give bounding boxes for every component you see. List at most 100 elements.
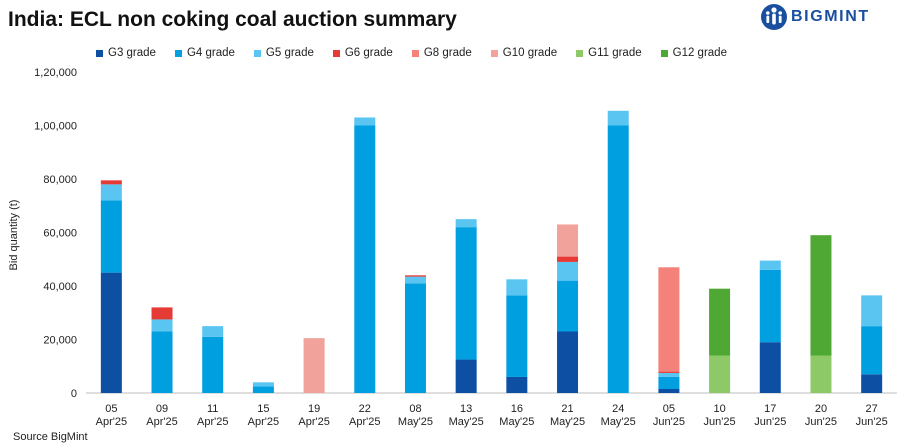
chart-title: India: ECL non coking coal auction summa… [8, 8, 457, 31]
legend-swatch [253, 49, 261, 57]
x-tick-label-month: Jun'25 [754, 416, 786, 428]
x-tick-label-month: Apr'25 [248, 416, 279, 428]
x-tick-label-month: Apr'25 [146, 416, 177, 428]
x-tick-label-day: 11 [207, 403, 218, 415]
legend-swatch [411, 49, 419, 57]
bar-segment-g3-grade [759, 342, 781, 393]
x-tick-label-day: 19 [308, 403, 320, 415]
x-tick-label-day: 21 [561, 403, 573, 415]
x-tick-label-month: Jun'25 [653, 416, 685, 428]
legend-label: G10 grade [502, 47, 558, 59]
x-tick-label-day: 15 [257, 403, 269, 415]
legend-label: G6 grade [344, 47, 393, 59]
bar-segment-g3-grade [455, 359, 477, 393]
x-tick-label-day: 20 [815, 403, 827, 415]
legend-item: G5 grade [253, 47, 314, 59]
x-tick-label-month: May'25 [398, 416, 433, 428]
legend-label: G12 grade [672, 47, 727, 59]
x-tick-label-month: Apr'25 [197, 416, 228, 428]
bar-segment-g4-grade [202, 336, 224, 393]
x-tick-label-day: 05 [105, 403, 117, 415]
legend-swatch [174, 49, 182, 57]
bar-segment-g12-grade [810, 235, 832, 356]
x-tick-label-month: Jun'25 [805, 416, 837, 428]
legend-label: G11 grade [588, 47, 642, 59]
legend-item: G11 grade [576, 47, 642, 59]
bar-segment-g5-grade [202, 326, 224, 337]
legend-label: G3 grade [108, 47, 156, 59]
legend-swatch [660, 49, 668, 57]
x-tick-label-day: 05 [663, 403, 675, 415]
bar-segment-g11-grade [810, 355, 832, 393]
legend-item: G6 grade [332, 47, 393, 59]
legend-item: G12 grade [660, 47, 727, 59]
x-tick-label-month: Jun'25 [704, 416, 736, 428]
x-tick-label-day: 22 [359, 403, 371, 415]
bar-segment-g4-grade [557, 280, 579, 332]
bar-segment-g5-grade [252, 382, 274, 387]
bar-segment-g5-grade [658, 372, 680, 377]
bar-segment-g6-grade [404, 275, 426, 277]
bar-segment-g3-grade [658, 388, 680, 393]
y-tick-label: 1,00,000 [34, 121, 77, 133]
bar-segment-g5-grade [506, 279, 528, 296]
x-tick-label-month: Apr'25 [349, 416, 380, 428]
y-tick-label: 0 [71, 388, 77, 400]
legend-label: G8 grade [423, 47, 472, 59]
legend-label: G5 grade [265, 47, 314, 59]
bar-segment-g12-grade [709, 288, 731, 356]
bar-segment-g6-grade [557, 256, 579, 262]
bar-segment-g6-grade [151, 307, 173, 320]
legend-swatch [490, 49, 498, 57]
x-tick-label-day: 17 [764, 403, 776, 415]
y-tick-label: 80,000 [43, 174, 77, 186]
bar-segment-g3-grade [861, 374, 883, 393]
x-tick-label-month: May'25 [601, 416, 636, 428]
y-tick-label: 20,000 [43, 335, 77, 347]
bar-segment-g5-grade [455, 219, 477, 228]
x-tick-label-month: Jun'25 [856, 416, 888, 428]
x-tick-label-day: 13 [460, 403, 472, 415]
legend-swatch [332, 49, 340, 57]
y-tick-label: 60,000 [43, 228, 77, 240]
bar-segment-g4-grade [252, 386, 274, 393]
legend-item: G8 grade [411, 47, 472, 59]
bar-segment-g5-grade [151, 319, 173, 332]
bar-segment-g10-grade [303, 338, 325, 393]
bar-segment-g4-grade [506, 295, 528, 377]
x-tick-label-month: Apr'25 [298, 416, 329, 428]
x-tick-label-day: 24 [612, 403, 624, 415]
bigmint-logo: BIGMINT [760, 2, 870, 32]
bar-segment-g4-grade [151, 331, 173, 393]
bar-segment-g11-grade [709, 355, 731, 393]
legend-item: G10 grade [490, 47, 558, 59]
y-tick-label: 40,000 [43, 281, 77, 293]
bar-segment-g6-grade [100, 180, 122, 185]
y-tick-label: 1,20,000 [34, 67, 77, 79]
bar-segment-g5-grade [557, 261, 579, 281]
bar-segment-g5-grade [607, 110, 629, 126]
bar-segment-g6-grade [658, 371, 680, 373]
bar-segment-g4-grade [861, 326, 883, 375]
bigmint-logo-text: BIGMINT [791, 8, 870, 25]
bar-segment-g3-grade [557, 331, 579, 393]
bar-segment-g8-grade [658, 267, 680, 372]
source-note: Source BigMint [13, 431, 88, 443]
chart-legend: G3 grade G4 grade G5 grade G6 grade G8 grade… [96, 45, 746, 61]
legend-swatch [96, 49, 103, 57]
bar-segment-g5-grade [100, 184, 122, 201]
bar-segment-g3-grade [506, 376, 528, 393]
bar-segment-g4-grade [354, 125, 376, 393]
bar-segment-g5-grade [404, 276, 426, 284]
bar-segment-g5-grade [354, 117, 376, 126]
bar-segment-g5-grade [759, 260, 781, 270]
x-tick-label-day: 27 [866, 403, 878, 415]
x-tick-label-month: Apr'25 [96, 416, 127, 428]
legend-item: G4 grade [174, 47, 235, 59]
bar-segment-g4-grade [404, 283, 426, 393]
bar-segment-g3-grade [100, 272, 122, 394]
x-tick-label-day: 10 [713, 403, 725, 415]
bar-segment-g4-grade [658, 376, 680, 389]
x-tick-label-month: May'25 [449, 416, 484, 428]
